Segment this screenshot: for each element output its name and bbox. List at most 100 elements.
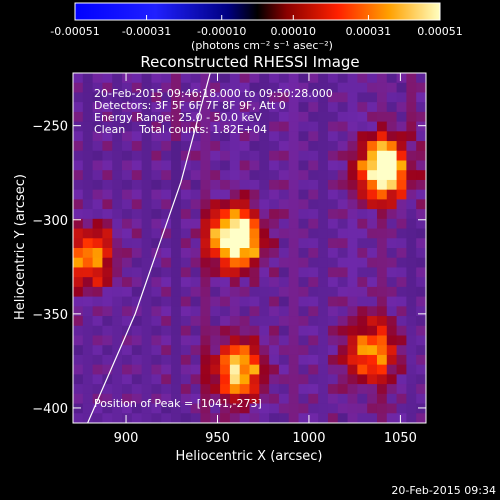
heatmap-cell [249,345,260,356]
heatmap-cell [357,306,368,317]
heatmap-cell [122,345,133,356]
heatmap-cell [318,150,329,162]
heatmap-cell [386,277,398,288]
heatmap-cell [239,277,251,288]
heatmap-cell [376,209,388,220]
heatmap-cell [171,364,182,375]
y-axis-label: Heliocentric Y (arcsec) [13,174,28,320]
heatmap-cell [171,296,182,307]
heatmap-cell [190,92,202,103]
heatmap-cell [220,354,231,366]
heatmap-cell [406,316,417,327]
heatmap-cell [327,316,339,327]
heatmap-cell [298,179,309,191]
heatmap-cell [357,325,368,337]
heatmap-cell [396,102,407,113]
heatmap-cell [239,82,251,94]
heatmap-cell [357,102,368,113]
heatmap-cell [229,345,241,356]
heatmap-cell [112,170,123,181]
heatmap-cell [73,335,84,346]
heatmap-cell [278,325,290,337]
heatmap-cell [269,277,280,288]
heatmap-cell [131,102,143,113]
heatmap-cell [112,277,123,288]
heatmap-cell [327,189,339,200]
heatmap-cell [278,189,290,200]
heatmap-cell [376,238,388,249]
heatmap-cell [327,286,339,298]
heatmap-cell [396,277,407,288]
heatmap-cell [239,189,251,200]
heatmap-cell [82,111,94,123]
heatmap-cell [122,384,133,395]
heatmap-cell [131,73,143,84]
heatmap-cell [249,121,260,132]
heatmap-cell [376,403,388,414]
heatmap-cell [131,199,143,210]
heatmap-cell [406,306,417,317]
heatmap-cell [73,228,84,239]
heatmap-cell [73,248,84,259]
heatmap-cell [239,316,251,327]
heatmap-cell [416,131,426,142]
heatmap-cell [82,238,94,249]
heatmap-cell [269,238,280,249]
heatmap-cell [367,228,378,239]
heatmap-cell [269,189,280,200]
heatmap-cell [386,170,398,181]
heatmap-cell [141,335,153,346]
heatmap-cell [92,102,104,113]
heatmap-cell [327,121,339,132]
heatmap-cell [269,393,280,405]
x-axis-ticks: 900 950 1000 1050 [114,73,417,446]
heatmap-cell [298,374,309,385]
heatmap-cell [406,228,417,239]
heatmap-cell [269,82,280,94]
heatmap-cell [239,286,251,298]
heatmap-cell [308,306,319,317]
heatmap-cell [416,141,426,152]
heatmap-cell [327,403,339,414]
heatmap-cell [180,403,192,414]
heatmap-cell [102,121,113,132]
heatmap-cell [249,403,260,414]
heatmap-cell [102,102,113,113]
heatmap-cell [151,267,162,278]
heatmap-cell [92,325,104,337]
heatmap-cell [367,73,378,84]
heatmap-cell [357,121,368,132]
heatmap-cell [141,131,153,142]
heatmap-cell [131,248,143,259]
heatmap-cell [82,316,94,327]
heatmap-cell [259,92,270,103]
heatmap-cell [210,364,221,375]
heatmap-cell [229,160,241,171]
heatmap-cell [229,131,241,142]
heatmap-cell [151,92,162,103]
heatmap-cell [141,238,153,249]
heatmap-cell [298,131,309,142]
heatmap-cell [171,199,182,210]
heatmap-cell [367,374,378,385]
heatmap-cell [220,296,231,307]
heatmap-cell [180,335,192,346]
heatmap-cell [416,286,426,298]
heatmap-cell [112,199,123,210]
heatmap-cell [220,73,231,84]
heatmap-cell [141,199,153,210]
heatmap-cell [180,209,192,220]
heatmap-cell [367,160,378,171]
annotation-clean: Clean Total counts: 1.82E+04 [94,123,267,136]
heatmap-cell [269,131,280,142]
heatmap-cell [220,277,231,288]
heatmap-cell [298,325,309,337]
heatmap-cell [229,413,241,423]
heatmap-cell [180,150,192,162]
heatmap-cell [151,306,162,317]
heatmap-cell [112,345,123,356]
heatmap-cell [141,218,153,230]
heatmap-cell [376,199,388,210]
heatmap-cell [151,102,162,113]
heatmap-cell [308,374,319,385]
